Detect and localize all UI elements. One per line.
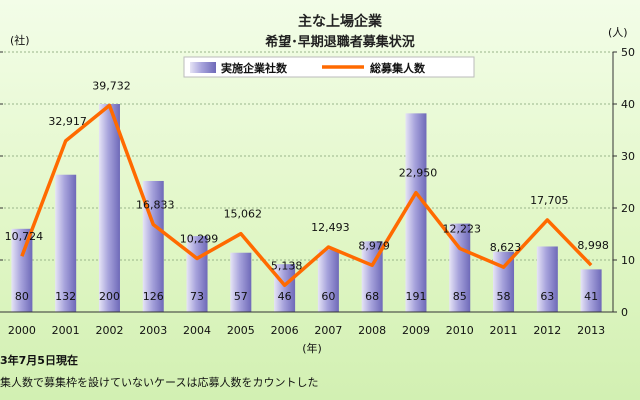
line-value-label: 39,732 [92,79,131,92]
note-date: 3年7月5日現在 [0,354,78,367]
line-value-label: 22,950 [399,167,438,180]
bar-value-label: 68 [365,290,379,303]
bar [405,113,427,312]
bar [11,228,33,312]
x-tick-label: 2011 [490,324,518,337]
legend-swatch-bar [190,62,216,73]
x-tick-label: 2009 [402,324,430,337]
bar-value-label: 200 [99,290,120,303]
bar [317,249,339,312]
line-value-label: 8,998 [577,239,609,252]
y-right-unit: (人) [608,26,628,39]
bar [230,252,252,312]
bar-value-label: 41 [584,290,598,303]
x-tick-label: 2004 [183,324,211,337]
line-value-label: 32,917 [48,115,87,128]
line-value-label: 12,223 [443,222,482,235]
chart-subtitle: 希望･早期退職者募集状況 [265,34,415,50]
axes: 0 10 20 30 40 50 2000 2001 2002 2003 2004 2005 2006 2… [0,46,635,337]
x-tick-label: 2013 [577,324,605,337]
line-value-label: 8,623 [490,241,522,254]
x-tick-label: 2006 [271,324,299,337]
y-right-tick-label: 10 [621,254,635,267]
legend-label-bar: 実施企業社数 [221,61,288,75]
y-right-tick-label: 30 [621,150,635,163]
x-axis-label: (年) [302,341,322,355]
x-tick-label: 2007 [314,324,342,337]
bar [55,174,77,312]
line-value-label: 8,979 [358,239,390,252]
bar-value-label: 58 [497,290,511,303]
bar [274,264,296,312]
legend: 実施企業社数 総募集人数 [183,56,475,78]
bar-value-label: 85 [453,290,467,303]
bar-value-label: 80 [15,290,29,303]
line-value-label: 5,138 [271,259,303,272]
line-value-label: 12,493 [311,221,350,234]
note-footnote: 集人数で募集枠を設けていないケースは応募人数をカウントした [0,376,319,389]
x-tick-label: 2003 [139,324,167,337]
y-right-tick-label: 50 [621,46,635,59]
x-tick-label: 2001 [52,324,80,337]
legend-label-line: 総募集人数 [370,61,426,75]
bar [580,269,602,312]
bar-value-label: 132 [55,290,76,303]
bar [449,223,471,312]
line-series [20,103,593,288]
line-value-label: 15,062 [224,208,263,221]
y-left-unit: (社) [10,33,30,47]
x-tick-label: 2002 [95,324,123,337]
x-tick-label: 2012 [533,324,561,337]
y-right-tick-label: 40 [621,98,635,111]
bar-value-label: 46 [278,290,292,303]
x-tick-label: 2005 [227,324,255,337]
bar-value-label: 63 [540,290,554,303]
bar-value-label: 191 [405,290,426,303]
line-value-label: 10,724 [5,230,44,243]
line-path [20,103,593,288]
bar [536,246,558,312]
bar-value-label: 126 [143,290,164,303]
x-tick-label: 2000 [8,324,36,337]
line-value-label: 17,705 [530,194,569,207]
bar [98,104,120,312]
x-tick-label: 2010 [446,324,474,337]
bar-value-label: 60 [321,290,335,303]
line-value-label: 10,299 [180,232,219,245]
bar-series [11,104,602,312]
data-labels: 80 132 200 126 73 57 46 60 68 191 85 58 63 41 10,724 32… [5,79,609,303]
bar-value-label: 73 [190,290,204,303]
line-value-label: 16,833 [136,198,175,211]
y-right-tick-label: 20 [621,202,635,215]
y-right-tick-label: 0 [621,306,628,319]
chart-title: 主な上場企業 [298,13,383,30]
bar-value-label: 57 [234,290,248,303]
x-tick-label: 2008 [358,324,386,337]
